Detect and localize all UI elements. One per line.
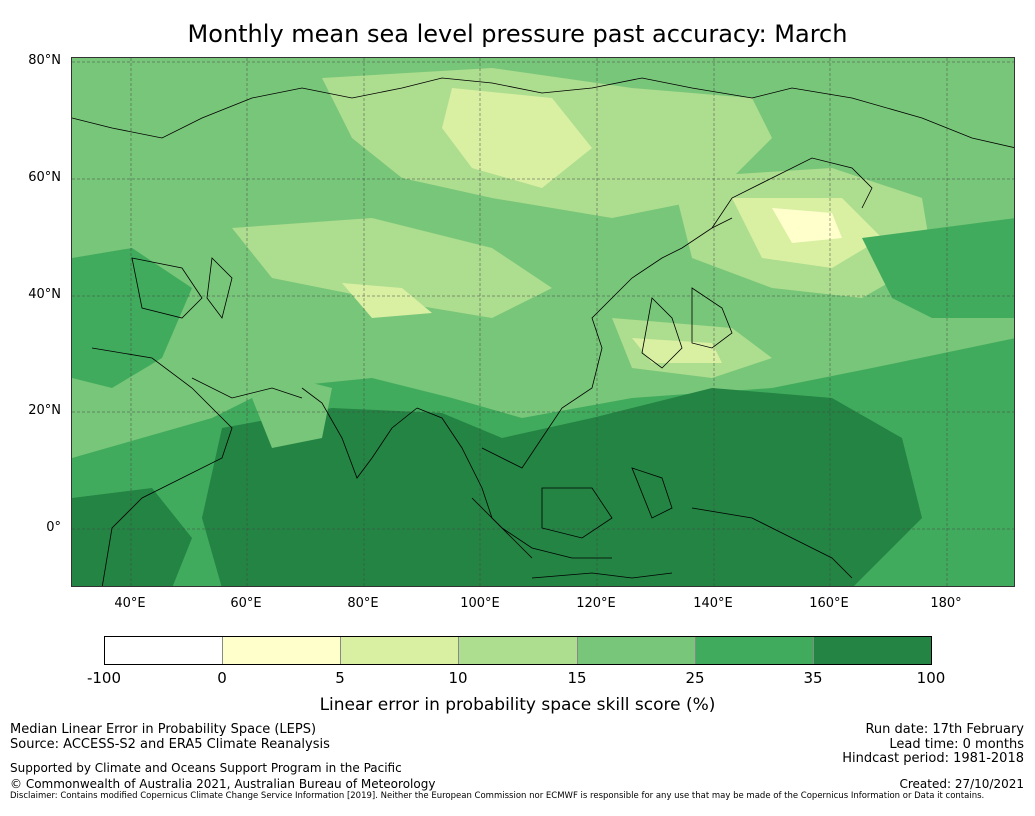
gulf-coast <box>191 377 303 399</box>
lat-label-60n: 60°N <box>28 170 61 185</box>
footer-method: Median Linear Error in Probability Space… <box>10 722 317 737</box>
footer-disclaimer: Disclaimer: Contains modified Copernicus… <box>10 791 985 801</box>
skill-score-map <box>71 57 1015 587</box>
colorbar-tick: 100 <box>916 669 946 687</box>
graticule <box>72 58 1014 586</box>
lat-label-40n: 40°N <box>28 287 61 302</box>
colorbar-tick: 5 <box>335 669 345 687</box>
philippines-coast <box>631 467 673 519</box>
skill-field-35-100 <box>72 488 192 586</box>
arabia-africa-coast <box>91 347 233 586</box>
footer-run-date: Run date: 17th February <box>865 722 1024 737</box>
lat-label-20n: 20°N <box>28 403 61 418</box>
footer-created: Created: 27/10/2021 <box>899 777 1024 791</box>
lon-label-100e: 100°E <box>460 596 500 611</box>
skill-field-10-15 <box>232 218 552 318</box>
colorbar-tick: 25 <box>685 669 705 687</box>
colorbar-tick: 15 <box>567 669 587 687</box>
footer-supported: Supported by Climate and Oceans Support … <box>10 761 402 775</box>
lon-label-40e: 40°E <box>114 596 146 611</box>
coastlines <box>72 77 1014 586</box>
lat-label-80n: 80°N <box>28 53 61 68</box>
colorbar-segment <box>222 637 341 664</box>
skill-field-35-100 <box>202 388 922 586</box>
colorbar-title: Linear error in probability space skill … <box>319 695 716 715</box>
india-coast <box>301 387 418 479</box>
skill-field-0-5 <box>772 208 842 243</box>
colorbar-segment <box>576 637 695 664</box>
arctic-coast <box>72 77 1014 148</box>
colorbar <box>104 636 932 665</box>
colorbar-segment <box>340 637 459 664</box>
skill-field-5-10 <box>442 88 592 188</box>
colorbar-tick: -100 <box>86 669 122 687</box>
java-coast <box>531 572 673 579</box>
lon-label-120e: 120°E <box>576 596 616 611</box>
lon-label-60e: 60°E <box>230 596 262 611</box>
lon-label-180: 180° <box>930 596 962 611</box>
east-asia-coast <box>481 217 733 469</box>
black-sea-coast <box>131 257 203 319</box>
okhotsk-coast <box>711 157 873 229</box>
skill-field-5-10 <box>632 338 722 363</box>
map-canvas <box>72 58 1014 586</box>
borneo-coast <box>541 487 613 539</box>
footer-lead-time: Lead time: 0 months <box>889 737 1024 752</box>
lat-label-0: 0° <box>46 520 61 535</box>
new-guinea-coast <box>691 507 853 579</box>
colorbar-tick: 0 <box>217 669 227 687</box>
colorbar-segment <box>812 637 931 664</box>
chart-title: Monthly mean sea level pressure past acc… <box>187 20 848 48</box>
caspian-sea-coast <box>206 257 233 319</box>
skill-field-5-10 <box>342 283 432 318</box>
colorbar-segment <box>105 637 223 664</box>
footer-source: Source: ACCESS-S2 and ERA5 Climate Reana… <box>10 737 330 752</box>
colorbar-segment <box>694 637 813 664</box>
lon-label-80e: 80°E <box>347 596 379 611</box>
footer-hindcast: Hindcast period: 1981-2018 <box>842 751 1024 766</box>
skill-field-25-35 <box>72 248 192 388</box>
footer-copyright: © Commonwealth of Australia 2021, Austra… <box>10 777 436 791</box>
skill-field-25-35 <box>862 218 1014 318</box>
sumatra-coast <box>471 497 612 559</box>
colorbar-segment <box>458 637 577 664</box>
korea-coast <box>641 297 683 369</box>
lon-label-160e: 160°E <box>809 596 849 611</box>
colorbar-tick: 35 <box>803 669 823 687</box>
bay-of-bengal-coast <box>416 407 533 559</box>
lon-label-140e: 140°E <box>693 596 733 611</box>
colorbar-tick: 10 <box>448 669 468 687</box>
japan-coast <box>691 287 733 349</box>
